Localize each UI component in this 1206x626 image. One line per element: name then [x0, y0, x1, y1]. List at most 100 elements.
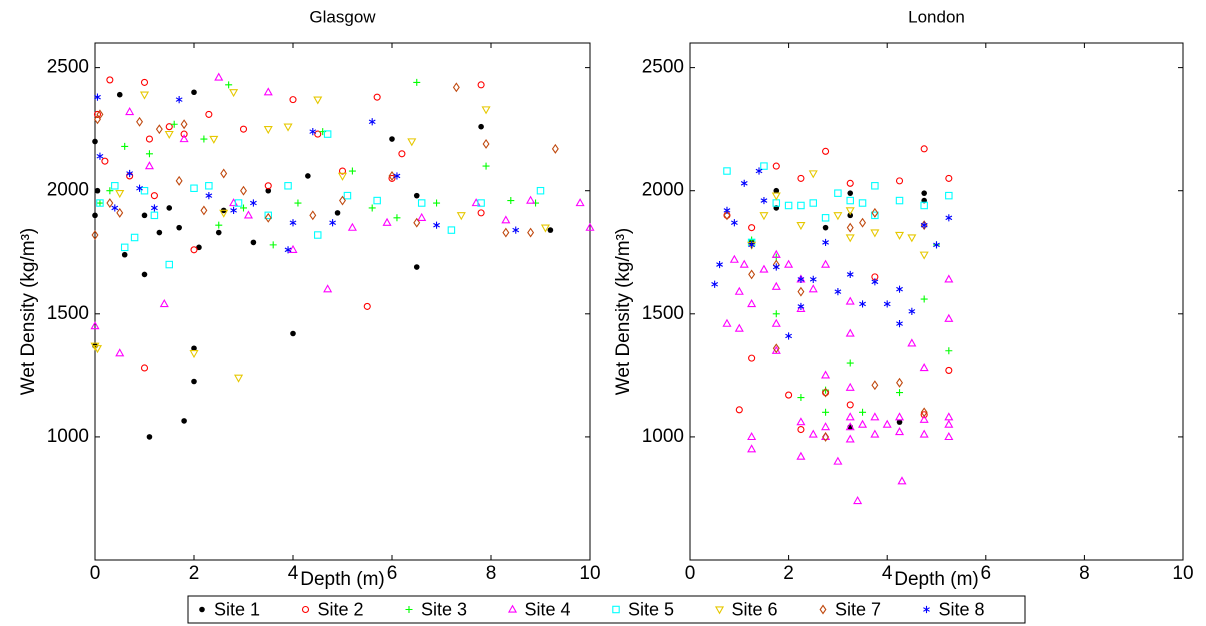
point	[447, 226, 456, 234]
point	[93, 110, 102, 118]
point	[723, 167, 731, 175]
point	[215, 221, 223, 229]
point	[897, 476, 907, 485]
point	[115, 190, 125, 199]
point	[264, 211, 272, 220]
point	[166, 205, 173, 211]
point	[175, 175, 183, 186]
point	[180, 119, 188, 130]
point	[846, 401, 854, 409]
point	[846, 270, 854, 279]
legend-marker	[405, 606, 413, 613]
point	[821, 259, 831, 268]
point	[760, 162, 768, 170]
point	[711, 280, 719, 288]
point	[111, 182, 119, 190]
legend-label: Site 1	[214, 599, 260, 619]
point	[920, 221, 928, 229]
point	[200, 135, 208, 143]
point	[269, 241, 277, 249]
legend-marker	[199, 606, 205, 613]
point	[747, 444, 757, 453]
point	[821, 214, 830, 222]
point	[748, 241, 756, 249]
chart-title: Glasgow	[309, 7, 376, 26]
point	[858, 199, 867, 207]
point	[389, 136, 395, 142]
point	[784, 201, 793, 210]
point	[822, 147, 830, 155]
point	[907, 234, 917, 243]
y-tick-label: 1000	[642, 426, 684, 447]
point	[527, 227, 535, 238]
point	[363, 302, 371, 310]
x-tick-label: 6	[981, 563, 992, 584]
point	[821, 422, 831, 431]
point	[919, 363, 929, 372]
x-tick-label: 2	[783, 563, 794, 584]
point	[230, 206, 237, 215]
point	[945, 191, 953, 200]
point	[771, 249, 781, 258]
point	[243, 210, 253, 219]
point	[846, 222, 854, 233]
point	[121, 251, 128, 258]
point	[481, 106, 491, 115]
y-axis-label: Wet Density (kg/m³)	[613, 228, 634, 396]
point	[334, 210, 341, 216]
point	[846, 196, 854, 205]
point	[933, 241, 940, 249]
point	[106, 198, 114, 208]
point	[179, 134, 189, 143]
point	[106, 76, 114, 84]
point	[945, 366, 953, 374]
point	[772, 263, 780, 271]
y-tick-label: 1000	[47, 426, 89, 447]
point	[773, 187, 780, 194]
point	[125, 107, 135, 116]
point	[140, 78, 149, 86]
point	[796, 303, 806, 313]
x-tick-label: 8	[1079, 563, 1090, 584]
point	[797, 201, 805, 210]
point	[540, 224, 550, 233]
y-tick-label: 2500	[47, 57, 89, 78]
point	[155, 124, 163, 135]
point	[896, 419, 903, 425]
point	[189, 350, 199, 359]
point	[797, 286, 805, 297]
point	[845, 234, 855, 243]
point	[870, 229, 880, 238]
legend-box	[187, 595, 1026, 624]
point	[944, 274, 954, 283]
x-tick-label: 10	[1172, 563, 1193, 584]
point	[944, 313, 954, 322]
point	[822, 408, 830, 416]
point	[92, 345, 103, 354]
point	[870, 429, 880, 438]
point	[796, 451, 806, 460]
point	[822, 224, 829, 231]
x-axis-label: Depth (m)	[300, 569, 384, 590]
point	[240, 204, 247, 212]
point	[94, 93, 101, 101]
point	[265, 187, 272, 194]
point	[512, 226, 520, 234]
point	[96, 199, 104, 207]
point	[456, 212, 466, 221]
point	[159, 299, 169, 308]
point	[141, 212, 148, 219]
point	[760, 196, 768, 205]
legend-label: Site 7	[835, 599, 881, 619]
point	[895, 196, 904, 205]
point	[393, 172, 401, 180]
point	[92, 212, 98, 219]
point	[859, 408, 867, 416]
point	[407, 138, 417, 147]
point	[139, 91, 150, 100]
point	[833, 212, 843, 221]
point	[920, 295, 928, 303]
point	[239, 125, 248, 133]
x-tick-label: 6	[387, 563, 398, 584]
